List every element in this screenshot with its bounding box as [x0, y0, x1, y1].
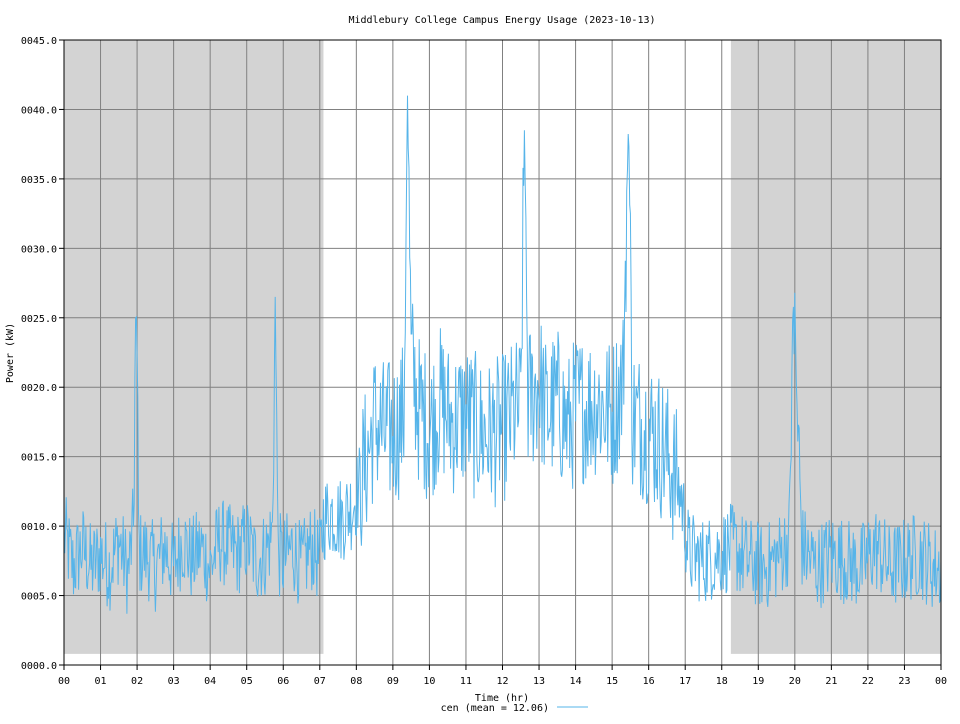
y-axis-label: Power (kW) — [5, 323, 16, 383]
x-tick-label: 19 — [752, 676, 764, 687]
x-tick-labels: 00 01 02 03 04 05 06 07 08 09 10 11 12 13 14 15 16 17 18 19… — [58, 676, 947, 687]
x-tick-label: 17 — [679, 676, 691, 687]
chart-title: Middlebury College Campus Energy Usage (… — [348, 15, 655, 26]
y-tick-label: 0005.0 — [21, 592, 57, 603]
x-tick-label: 13 — [533, 676, 545, 687]
x-tick-label: 00 — [58, 676, 70, 687]
x-tick-label: 03 — [168, 676, 180, 687]
x-tick-label: 15 — [606, 676, 618, 687]
x-tick-label: 05 — [241, 676, 253, 687]
x-tick-label: 08 — [350, 676, 362, 687]
x-tick-label: 22 — [862, 676, 874, 687]
x-tick-label: 00 — [935, 676, 947, 687]
x-tick-label: 07 — [314, 676, 326, 687]
y-tick-label: 0025.0 — [21, 314, 57, 325]
tick-marks — [59, 39, 942, 670]
series-line-cen — [63, 95, 942, 614]
y-tick-label: 0045.0 — [21, 36, 57, 47]
x-axis-label: Time (hr) — [475, 693, 529, 704]
shaded-regions — [64, 40, 941, 654]
y-tick-label: 0020.0 — [21, 383, 57, 394]
y-tick-label: 0040.0 — [21, 105, 57, 116]
x-tick-label: 18 — [716, 676, 728, 687]
y-tick-label: 0015.0 — [21, 453, 57, 464]
y-tick-label: 0010.0 — [21, 522, 57, 533]
legend: cen (mean = 12.06) — [441, 703, 588, 714]
x-tick-label: 20 — [789, 676, 801, 687]
series-layer — [63, 95, 942, 614]
x-tick-label: 16 — [643, 676, 655, 687]
x-tick-label: 14 — [570, 676, 582, 687]
x-tick-label: 23 — [898, 676, 910, 687]
x-tick-label: 06 — [277, 676, 289, 687]
x-tick-label: 04 — [204, 676, 216, 687]
y-tick-labels: 0000.0 0005.0 0010.0 0015.0 0020.0 0025.0 0030… — [21, 36, 57, 672]
x-tick-label: 09 — [387, 676, 399, 687]
x-tick-label: 11 — [460, 676, 472, 687]
legend-label: cen (mean = 12.06) — [441, 703, 549, 714]
shaded-region-1 — [730, 40, 941, 654]
y-tick-label: 0030.0 — [21, 244, 57, 255]
y-tick-label: 0035.0 — [21, 175, 57, 186]
x-tick-label: 12 — [496, 676, 508, 687]
x-tick-label: 21 — [825, 676, 837, 687]
x-tick-label: 10 — [423, 676, 435, 687]
x-tick-label: 02 — [131, 676, 143, 687]
x-tick-label: 01 — [95, 676, 107, 687]
y-tick-label: 0000.0 — [21, 661, 57, 672]
